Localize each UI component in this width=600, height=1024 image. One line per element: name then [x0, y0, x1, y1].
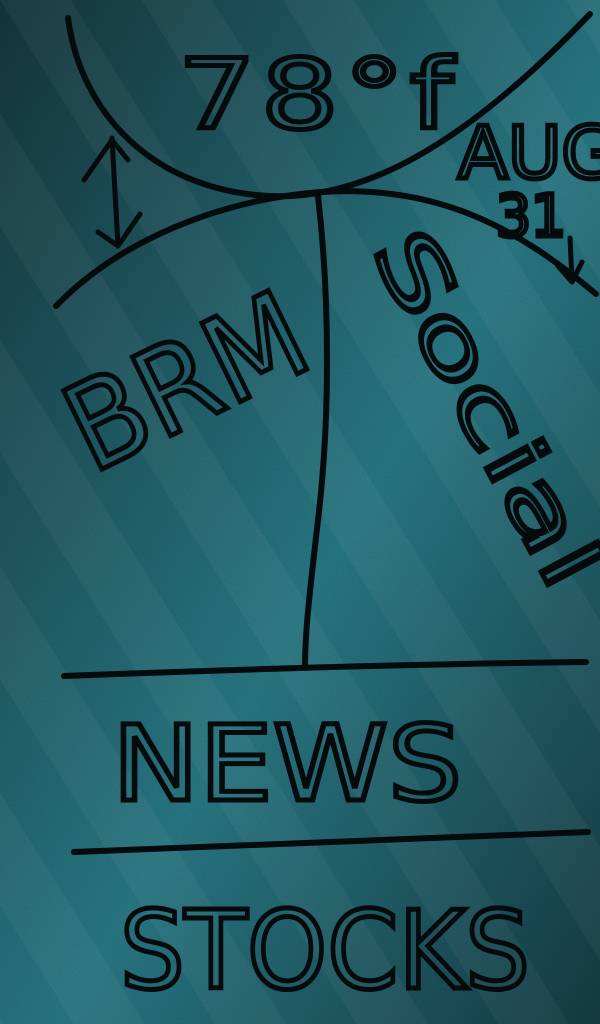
date-widget[interactable]: AUG 31: [456, 109, 600, 253]
news-top-divider: [61, 659, 589, 679]
sweep-line: [53, 188, 599, 309]
weather-widget[interactable]: 78°f: [176, 37, 458, 154]
stocks-section[interactable]: STOCKS: [118, 887, 533, 1017]
right-arrow-icon: [555, 235, 585, 285]
stocks-label: STOCKS: [120, 889, 530, 1014]
date-month: AUG: [458, 111, 600, 195]
stocks-top-divider: [71, 829, 591, 855]
news-section[interactable]: NEWS: [110, 701, 465, 828]
left-double-arrow-icon: [81, 135, 143, 249]
news-label: NEWS: [112, 703, 462, 825]
date-day: 31: [496, 182, 566, 250]
temperature-label: 78°f: [178, 39, 458, 151]
vertical-divider: [302, 193, 330, 671]
